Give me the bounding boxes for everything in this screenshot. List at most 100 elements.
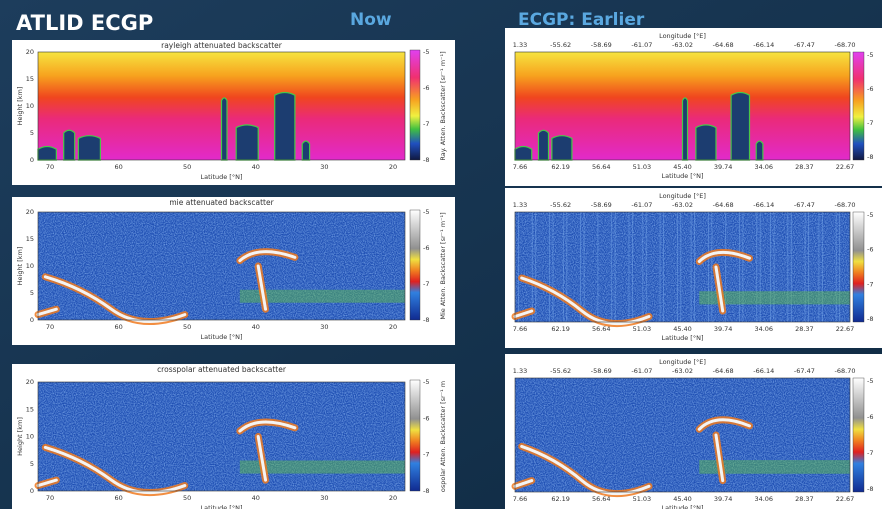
cloud	[301, 140, 311, 161]
colorbar	[409, 49, 421, 161]
top-tick-label: -61.07	[631, 367, 652, 375]
cloud	[755, 140, 764, 161]
x-tick-label: 60	[114, 323, 122, 331]
colorbar-label: ospolar Atten. Backscatter [sr⁻¹ m	[439, 381, 447, 492]
y-tick-label: 15	[26, 75, 34, 83]
colorbar-tick-label: -6	[423, 84, 429, 92]
x-tick-label: 50	[183, 323, 191, 331]
y-tick-label: 5	[30, 289, 34, 297]
colorbar-tick-label: -7	[423, 280, 429, 288]
aerosol-core	[697, 250, 751, 263]
slide-title: ATLID ECGP	[16, 11, 153, 35]
colorbar-tick-label: -5	[867, 377, 873, 385]
colorbar-tick-label: -5	[423, 48, 429, 56]
top-tick-label: -63.02	[672, 367, 693, 375]
top-tick-label: -68.70	[835, 367, 856, 375]
plot-title: crosspolar attenuated backscatter	[157, 365, 287, 374]
y-tick-label: 10	[26, 262, 34, 270]
plot-frame	[37, 381, 406, 492]
top-axis-label: Longitude [°E]	[659, 32, 706, 40]
bottom-tick-label: 62.19	[551, 325, 570, 333]
aerosol-core	[697, 418, 751, 431]
top-tick-label: -67.47	[794, 201, 815, 209]
x-tick-label: 50	[183, 163, 191, 171]
top-axis-label: Longitude [°E]	[659, 192, 706, 200]
top-tick-label: -68.70	[835, 41, 856, 49]
cloud	[77, 135, 101, 161]
top-tick-label: 1.33	[513, 201, 527, 209]
top-tick-label: -58.69	[591, 41, 612, 49]
x-tick-label: 30	[320, 494, 328, 502]
cloud	[551, 135, 573, 161]
x-tick-label: 20	[389, 163, 397, 171]
top-tick-label: -66.14	[753, 201, 774, 209]
colorbar-tick-label: -6	[867, 413, 873, 421]
bottom-axis-label: Latitude [°N]	[661, 172, 703, 180]
bottom-axis-label: Latitude [°N]	[661, 504, 703, 509]
bottom-tick-label: 62.19	[551, 495, 570, 503]
bottom-tick-label: 22.67	[836, 495, 855, 503]
colorbar-tick-label: -6	[867, 85, 873, 93]
colorbar-tick-label: -6	[423, 244, 429, 252]
bottom-tick-label: 56.64	[592, 163, 611, 171]
bottom-tick-label: 39.74	[714, 163, 733, 171]
y-tick-label: 10	[26, 433, 34, 441]
cloud	[63, 129, 76, 161]
bottom-tick-label: 56.64	[592, 325, 611, 333]
cloud	[695, 124, 717, 161]
plot-frame	[37, 211, 406, 321]
y-tick-label: 20	[26, 48, 34, 56]
bottom-tick-label: 7.66	[513, 495, 527, 503]
y-tick-label: 0	[30, 316, 34, 324]
y-tick-label: 0	[30, 156, 34, 164]
x-tick-label: 40	[252, 494, 260, 502]
y-tick-label: 0	[30, 487, 34, 495]
low-layer	[239, 460, 405, 474]
colorbar	[409, 209, 421, 321]
earlier-heading: ECGP: Earlier	[518, 10, 645, 30]
aerosol-core	[238, 420, 297, 433]
colorbar-tick-label: -5	[867, 51, 873, 59]
bottom-tick-label: 56.64	[592, 495, 611, 503]
colorbar-tick-label: -8	[423, 156, 429, 164]
aerosol-core	[43, 445, 187, 495]
top-tick-label: -61.07	[631, 41, 652, 49]
x-tick-label: 60	[114, 494, 122, 502]
aerosol-core	[36, 478, 58, 488]
top-tick-label: -61.07	[631, 201, 652, 209]
bottom-tick-label: 45.40	[673, 325, 692, 333]
y-tick-label: 20	[26, 378, 34, 386]
bottom-tick-label: 34.06	[754, 325, 773, 333]
bottom-tick-label: 51.03	[633, 495, 652, 503]
bottom-tick-label: 39.74	[714, 495, 733, 503]
x-tick-label: 70	[46, 163, 54, 171]
colorbar-tick-label: -5	[423, 208, 429, 216]
colorbar-label: Ray. Atten. Backscatter [sr⁻¹ m⁻¹]	[439, 51, 447, 160]
top-tick-label: 1.33	[513, 41, 527, 49]
colorbar-label: Mie Atten. Backscatter [sr⁻¹ m⁻¹]	[439, 212, 447, 319]
bottom-tick-label: 28.37	[795, 325, 814, 333]
x-axis-label: Latitude [°N]	[200, 504, 242, 509]
colorbar	[409, 379, 421, 492]
cloud	[235, 124, 259, 161]
aerosol-core	[43, 275, 187, 324]
colorbar-tick-label: -8	[423, 316, 429, 324]
y-tick-label: 20	[26, 208, 34, 216]
colorbar-tick-label: -8	[867, 485, 873, 493]
now-heading: Now	[350, 10, 392, 30]
x-tick-label: 40	[252, 323, 260, 331]
bottom-tick-label: 45.40	[673, 163, 692, 171]
top-tick-label: -58.69	[591, 201, 612, 209]
colorbar	[852, 211, 865, 323]
aerosol-core	[520, 276, 651, 326]
aerosol-core	[513, 479, 534, 488]
x-tick-label: 20	[389, 323, 397, 331]
y-tick-label: 5	[30, 460, 34, 468]
x-axis-label: Latitude [°N]	[200, 333, 242, 341]
heatmap-noise	[38, 212, 405, 320]
top-tick-label: -63.02	[672, 201, 693, 209]
x-tick-label: 30	[320, 163, 328, 171]
bottom-axis-label: Latitude [°N]	[661, 334, 703, 342]
cloud	[220, 97, 228, 161]
x-tick-label: 50	[183, 494, 191, 502]
